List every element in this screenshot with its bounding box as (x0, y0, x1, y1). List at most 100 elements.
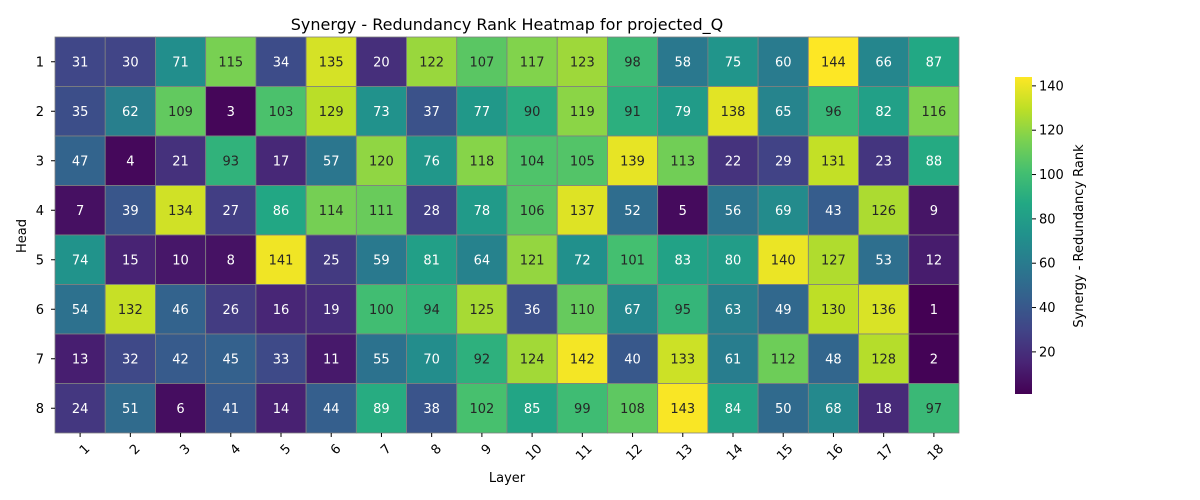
heatmap-cell (908, 36, 960, 87)
cell-value-label: 22 (725, 154, 742, 169)
heatmap-cell (607, 234, 659, 285)
cell-value-label: 70 (423, 352, 440, 367)
cell-value-label: 10 (172, 253, 189, 268)
cell-value-label: 33 (273, 352, 290, 367)
heatmap-cell (305, 383, 357, 434)
cell-value-label: 133 (670, 352, 695, 367)
heatmap-cell (355, 234, 407, 285)
cell-value-label: 98 (624, 55, 641, 70)
cell-value-label: 142 (570, 352, 595, 367)
cell-value-label: 99 (574, 402, 591, 417)
heatmap-cell (858, 135, 910, 186)
cell-value-label: 128 (871, 352, 896, 367)
cell-value-label: 38 (423, 402, 440, 417)
cell-value-label: 79 (675, 105, 692, 120)
heatmap-cell (355, 333, 407, 384)
y-tick-label: 2 (36, 105, 44, 120)
cell-value-label: 58 (675, 55, 692, 70)
heatmap-cell (456, 284, 508, 335)
heatmap-cell (155, 36, 207, 87)
heatmap-cell (556, 333, 608, 384)
heatmap-cell (406, 333, 458, 384)
cell-value-label: 102 (469, 402, 494, 417)
cell-value-label: 75 (725, 55, 742, 70)
heatmap-cell (506, 86, 558, 137)
colorbar-tick-label: 100 (1039, 168, 1064, 183)
heatmap-cell (104, 234, 156, 285)
heatmap-cell (54, 383, 106, 434)
heatmap-cell (757, 333, 809, 384)
cell-value-label: 68 (825, 402, 842, 417)
heatmap-cell (305, 36, 357, 87)
cell-value-label: 110 (570, 303, 595, 318)
heatmap-cell (807, 333, 859, 384)
heatmap-cell (657, 383, 709, 434)
cell-value-label: 56 (725, 204, 742, 219)
heatmap-cell (908, 185, 960, 236)
heatmap-cell (406, 284, 458, 335)
cell-value-label: 106 (520, 204, 545, 219)
heatmap-cell (858, 234, 910, 285)
heatmap-cell (908, 135, 960, 186)
cell-value-label: 54 (72, 303, 89, 318)
heatmap-cell (506, 135, 558, 186)
heatmap-cell (305, 234, 357, 285)
cell-value-label: 84 (725, 402, 742, 417)
heatmap-cell (456, 135, 508, 186)
heatmap-cell (807, 234, 859, 285)
cell-value-label: 105 (570, 154, 595, 169)
x-tick-label: 9 (479, 442, 495, 458)
chart-title: Synergy - Redundancy Rank Heatmap for pr… (291, 15, 723, 35)
cell-value-label: 71 (172, 55, 189, 70)
heatmap-cell (607, 333, 659, 384)
heatmap-cell (807, 185, 859, 236)
heatmap-cell (305, 284, 357, 335)
heatmap-cell (205, 86, 257, 137)
heatmap-cell (908, 86, 960, 137)
colorbar-tick-label: 120 (1039, 124, 1064, 139)
heatmap-cell (657, 135, 709, 186)
x-tick-label: 3 (177, 442, 193, 458)
heatmap-cell (155, 86, 207, 137)
cell-value-label: 108 (620, 402, 645, 417)
heatmap-cell (54, 36, 106, 87)
heatmap-cell (255, 284, 307, 335)
cell-value-label: 85 (524, 402, 541, 417)
cell-value-label: 36 (524, 303, 541, 318)
heatmap-cell (707, 284, 759, 335)
heatmap-cell (205, 36, 257, 87)
heatmap-cell (556, 135, 608, 186)
heatmap-cell (54, 185, 106, 236)
cell-value-label: 81 (423, 253, 440, 268)
heatmap-cell (54, 234, 106, 285)
cell-value-label: 13 (72, 352, 89, 367)
heatmap-cell (607, 185, 659, 236)
cell-value-label: 34 (273, 55, 290, 70)
cell-value-label: 120 (369, 154, 394, 169)
cell-value-label: 80 (725, 253, 742, 268)
heatmap-cell (607, 383, 659, 434)
x-tick-label: 7 (378, 442, 394, 458)
cell-value-label: 74 (72, 253, 89, 268)
cell-value-label: 66 (875, 55, 892, 70)
cell-value-label: 87 (926, 55, 943, 70)
cell-value-label: 140 (771, 253, 796, 268)
heatmap-cell (707, 36, 759, 87)
y-tick-label: 6 (36, 303, 44, 318)
heatmap-cell (104, 36, 156, 87)
heatmap-cell (657, 284, 709, 335)
cell-value-label: 97 (926, 402, 943, 417)
cell-value-label: 86 (273, 204, 290, 219)
cell-value-label: 26 (223, 303, 240, 318)
cell-value-label: 30 (122, 55, 139, 70)
heatmap-cell (456, 234, 508, 285)
cell-value-label: 129 (319, 105, 344, 120)
x-tick-label: 2 (127, 442, 143, 458)
cell-value-label: 77 (474, 105, 491, 120)
heatmap-cell (205, 333, 257, 384)
cell-value-label: 139 (620, 154, 645, 169)
cell-value-label: 5 (679, 204, 687, 219)
cell-value-label: 123 (570, 55, 595, 70)
cell-value-label: 43 (825, 204, 842, 219)
cell-value-label: 124 (520, 352, 545, 367)
